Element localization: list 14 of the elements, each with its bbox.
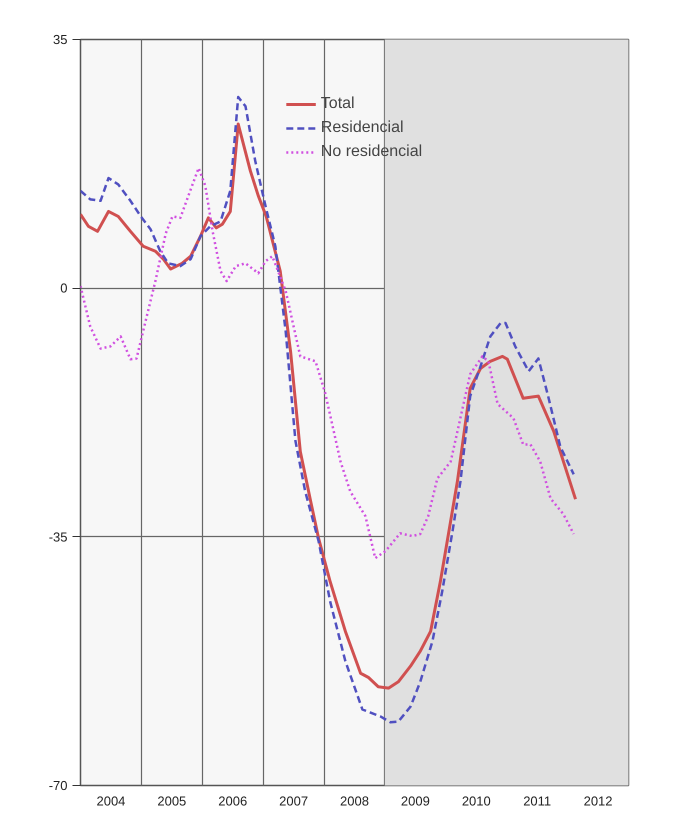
x-tick-label: 2012: [584, 794, 613, 808]
x-tick-label: 2009: [400, 794, 430, 808]
line-series: [80, 166, 575, 560]
x-tick-label: 2004: [96, 794, 126, 808]
y-tick-label: -35: [48, 529, 68, 544]
y-tick-label: 35: [53, 32, 68, 47]
x-tick-label: 2007: [279, 794, 308, 808]
x-tick-label: 2011: [523, 794, 552, 808]
x-tick-label: 2008: [340, 794, 369, 808]
y-tick-label: 0: [60, 280, 68, 296]
x-tick-label: 2005: [157, 794, 186, 808]
x-tick-label: 2010: [462, 794, 491, 808]
x-tick-label: 2006: [218, 794, 248, 808]
y-tick-label: -70: [48, 778, 68, 793]
